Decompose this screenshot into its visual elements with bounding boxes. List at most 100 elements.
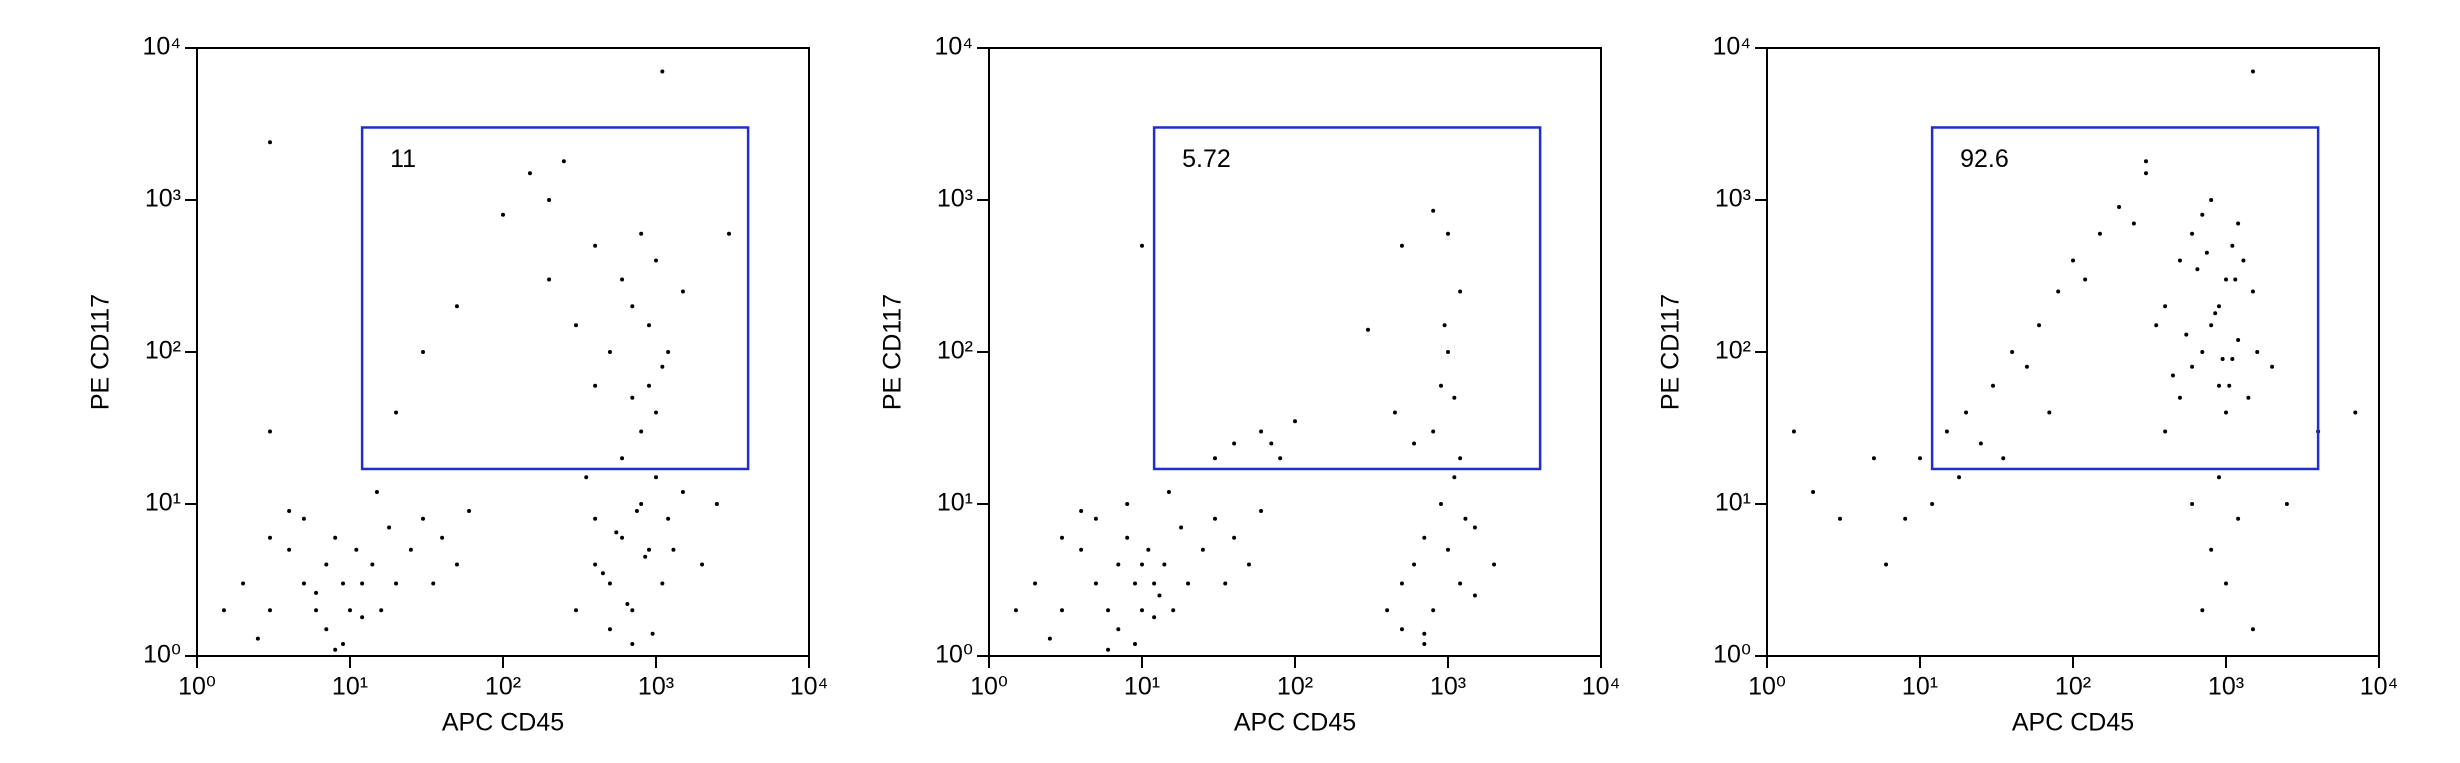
event-dot — [714, 502, 719, 506]
event-dot — [1059, 535, 1064, 540]
x-tick-label: 10¹ — [332, 673, 368, 701]
event-dot — [1132, 581, 1137, 586]
event-dot — [2071, 258, 2075, 263]
event-dot — [527, 171, 532, 176]
event-dot — [1171, 608, 1176, 613]
event-dot — [454, 304, 459, 309]
x-tick-label: 10¹ — [1902, 673, 1938, 701]
event-dot — [267, 608, 272, 613]
event-dot — [287, 547, 292, 552]
event-dot — [2209, 547, 2214, 552]
event-dot — [2236, 516, 2241, 521]
event-dot — [1446, 547, 1450, 552]
event-dot — [654, 410, 658, 415]
y-tick-label: 10⁰ — [1713, 641, 1751, 669]
event-dot — [573, 323, 578, 328]
event-dot — [2131, 221, 2136, 226]
event-dot — [2230, 243, 2235, 248]
event-dot — [1125, 502, 1130, 506]
x-tick-label: 10⁴ — [1582, 673, 1621, 701]
event-dot — [2227, 383, 2232, 388]
event-dot — [646, 547, 651, 552]
gate — [360, 126, 750, 471]
event-dot — [2001, 456, 2006, 461]
y-tick-label: 10³ — [937, 185, 973, 213]
event-dot — [593, 516, 598, 521]
event-dot — [2236, 221, 2241, 226]
y-tick-label: 10² — [145, 337, 181, 365]
event-dot — [255, 636, 260, 641]
event-dot — [1431, 429, 1436, 434]
event-dot — [700, 562, 705, 567]
event-dot — [620, 277, 625, 282]
event-dot — [1884, 562, 1889, 567]
x-tick-label: 10⁴ — [790, 673, 829, 701]
event-dot — [660, 364, 665, 369]
event-dot — [333, 647, 338, 652]
event-dot — [1399, 581, 1404, 586]
x-tick-label: 10² — [485, 673, 521, 701]
event-dot — [1452, 395, 1457, 400]
event-dot — [646, 383, 651, 388]
event-dot — [1431, 608, 1436, 613]
event-dot — [1412, 562, 1417, 567]
event-dot — [1079, 547, 1084, 552]
event-dot — [1446, 231, 1450, 236]
event-dot — [1246, 562, 1251, 567]
event-dot — [1186, 581, 1191, 586]
event-dot — [1422, 535, 1427, 540]
y-tick-label: 10⁴ — [142, 33, 181, 61]
event-dot — [1232, 441, 1237, 446]
event-dot — [1930, 502, 1935, 506]
x-tick-label: 10² — [1277, 673, 1313, 701]
event-dot — [2190, 231, 2195, 236]
event-dot — [1200, 547, 1205, 552]
event-dot — [600, 571, 605, 576]
event-dot — [1944, 429, 1949, 434]
event-dot — [2250, 627, 2255, 632]
event-dot — [680, 489, 685, 494]
event-dot — [2177, 258, 2182, 263]
y-tick-label: 10¹ — [937, 489, 973, 517]
event-dot — [1492, 562, 1497, 567]
event-dot — [1278, 456, 1283, 461]
event-dot — [1259, 508, 1264, 513]
event-dot — [630, 608, 635, 613]
gate-percentage: 11 — [390, 145, 416, 173]
event-dot — [1162, 562, 1167, 567]
event-dot — [1452, 475, 1457, 480]
event-dot — [333, 535, 338, 540]
event-dot — [639, 429, 644, 434]
event-dot — [1093, 581, 1098, 586]
event-dot — [2216, 304, 2221, 309]
event-dot — [1223, 581, 1228, 586]
event-dot — [1106, 647, 1111, 652]
y-tick-label: 10⁰ — [143, 641, 181, 669]
y-tick-label: 10² — [1715, 337, 1751, 365]
y-tick-label: 10¹ — [145, 489, 181, 517]
plot-frame — [1766, 47, 2380, 657]
x-tick-label: 10⁰ — [178, 673, 216, 701]
event-dot — [1412, 441, 1417, 446]
event-dot — [1472, 525, 1477, 530]
event-dot — [1811, 489, 1816, 494]
event-dot — [2250, 69, 2255, 74]
x-tick-label: 10¹ — [1124, 673, 1160, 701]
event-dot — [2037, 323, 2042, 328]
event-dot — [2216, 383, 2221, 388]
event-dot — [1059, 608, 1064, 613]
event-dot — [1964, 410, 1969, 415]
event-dot — [2190, 502, 2195, 506]
event-dot — [1837, 516, 1842, 521]
event-dot — [726, 231, 731, 236]
x-tick-label: 10⁴ — [2360, 673, 2399, 701]
event-dot — [1438, 383, 1443, 388]
event-dot — [646, 323, 651, 328]
event-dot — [607, 581, 612, 586]
event-dot — [2200, 212, 2205, 217]
event-dot — [1903, 516, 1908, 521]
event-dot — [440, 535, 445, 540]
event-dot — [2047, 410, 2052, 415]
event-dot — [1957, 475, 1962, 480]
